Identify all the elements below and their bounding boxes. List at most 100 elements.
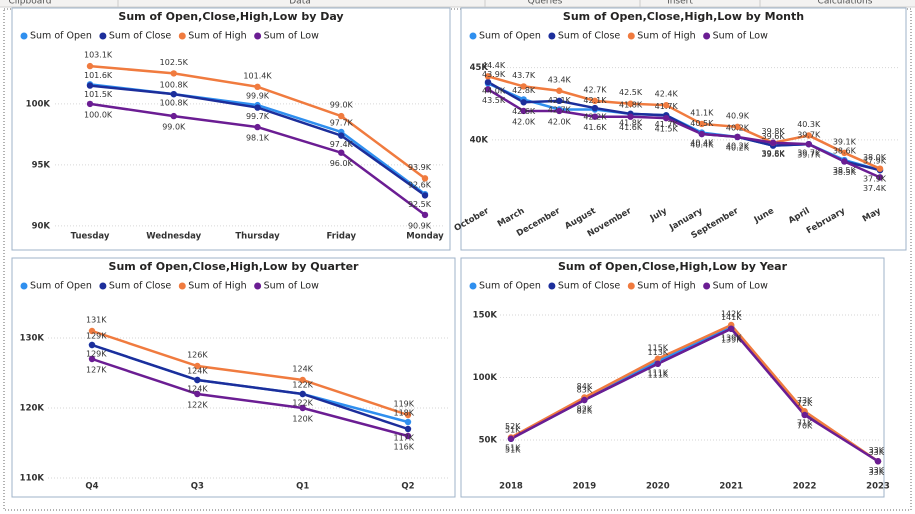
- legend-marker: [548, 282, 556, 290]
- data-label: 39.7K: [797, 131, 821, 140]
- data-label: 41.7K: [655, 120, 679, 129]
- data-label: 43.7K: [512, 71, 536, 80]
- data-label: 40.5K: [690, 119, 714, 128]
- legend-label: Sum of Low: [264, 31, 319, 42]
- data-point: [734, 123, 741, 131]
- data-label: 103.1K: [84, 51, 113, 60]
- data-point: [86, 82, 94, 89]
- data-label: 124K: [187, 367, 208, 376]
- data-label: 42.8K: [512, 86, 536, 95]
- data-label: 43.4K: [548, 75, 572, 84]
- data-label: 99.9K: [246, 92, 270, 101]
- data-point: [338, 132, 345, 139]
- data-point: [698, 130, 706, 138]
- data-point: [404, 411, 412, 419]
- data-label: 39.8K: [762, 149, 786, 158]
- data-label: 39.6K: [762, 132, 786, 141]
- chart-title: Sum of Open,Close,High,Low by Month: [563, 10, 804, 23]
- data-point: [734, 133, 741, 141]
- data-label: 42.7K: [548, 105, 572, 114]
- data-label: 39.1K: [833, 137, 857, 146]
- data-point: [769, 139, 777, 146]
- data-label: 37.9K: [863, 175, 887, 184]
- x-tick-label: 2018: [499, 482, 523, 492]
- data-label: 33K: [869, 446, 885, 455]
- data-point: [520, 99, 527, 106]
- data-point: [507, 435, 515, 442]
- data-point: [662, 101, 670, 109]
- data-point: [194, 376, 201, 384]
- legend-marker: [20, 282, 28, 290]
- data-label: 113K: [648, 348, 669, 357]
- series-line: [91, 343, 409, 431]
- x-tick-label: 2020: [646, 482, 670, 492]
- legend-label: Sum of High: [637, 281, 695, 292]
- legend-marker: [703, 282, 711, 290]
- data-point: [581, 396, 588, 404]
- data-label: 90.9K: [408, 221, 432, 230]
- data-label: 33K: [869, 448, 885, 457]
- data-point: [88, 327, 96, 335]
- data-point: [805, 140, 812, 148]
- data-label: 100.0K: [84, 110, 113, 119]
- data-label: 93.9K: [408, 163, 432, 172]
- data-label: 102.5K: [160, 58, 189, 67]
- data-point: [520, 107, 527, 115]
- data-label: 40.9K: [726, 111, 750, 120]
- data-label: 99.7K: [246, 112, 270, 121]
- data-point: [404, 432, 412, 440]
- data-point: [170, 70, 177, 77]
- chart-panel: Sum of Open,Close,High,Low by Quarter Sum…: [11, 257, 456, 498]
- data-label: 33K: [869, 466, 885, 475]
- x-tick-label: Q1: [296, 482, 309, 492]
- x-tick-label: Thursday: [235, 232, 280, 242]
- data-label: 41.8K: [619, 100, 643, 109]
- data-point: [654, 355, 661, 362]
- legend-marker: [99, 282, 107, 290]
- data-point: [556, 97, 563, 105]
- data-label: 43.9K: [482, 70, 506, 79]
- data-point: [254, 104, 261, 111]
- data-label: 142K: [721, 310, 742, 319]
- data-point: [874, 458, 882, 465]
- data-point: [484, 73, 492, 80]
- chart-title: Sum of Open,Close,High,Low by Day: [118, 10, 343, 23]
- data-point: [556, 107, 563, 115]
- data-point: [88, 341, 96, 349]
- data-label: 82K: [577, 405, 593, 414]
- x-tick-label: 2021: [719, 482, 743, 492]
- data-label: 41.5K: [655, 125, 679, 134]
- data-label: 129K: [86, 350, 107, 359]
- x-tick-label: Monday: [406, 232, 444, 242]
- y-tick-label: 90K: [32, 221, 51, 231]
- ribbon-label: Clipboard: [9, 0, 52, 7]
- chart-panel: Sum of Open,Close,High,Low by Day Sum of …: [11, 7, 451, 251]
- data-point: [299, 376, 306, 384]
- data-label: 37.4K: [863, 184, 887, 193]
- y-tick-label: 150K: [473, 311, 498, 321]
- data-point: [484, 86, 492, 93]
- series-line: [510, 323, 879, 463]
- data-label: 40.2K: [726, 141, 750, 150]
- data-label: 52K: [505, 422, 521, 431]
- data-label: 101.4K: [243, 71, 272, 80]
- data-label: 111K: [648, 368, 669, 377]
- data-label: 38.6K: [833, 147, 857, 156]
- chart-title: Sum of Open,Close,High,Low by Quarter: [109, 260, 360, 273]
- data-label: 40.2K: [726, 123, 750, 132]
- data-label: 40.4K: [690, 139, 714, 148]
- x-tick-label: Q4: [85, 482, 98, 492]
- legend-marker: [469, 32, 477, 40]
- y-tick-label: 45K: [470, 63, 489, 73]
- data-label: 38.5K: [833, 168, 857, 177]
- data-point: [520, 83, 527, 90]
- data-point: [338, 149, 345, 156]
- data-point: [194, 390, 201, 398]
- series-line: [91, 329, 409, 417]
- data-label: 92.5K: [408, 200, 432, 209]
- data-point: [299, 390, 306, 398]
- series-line: [487, 75, 881, 170]
- y-tick-label: 110K: [20, 474, 45, 484]
- data-label: 92.6K: [408, 181, 432, 190]
